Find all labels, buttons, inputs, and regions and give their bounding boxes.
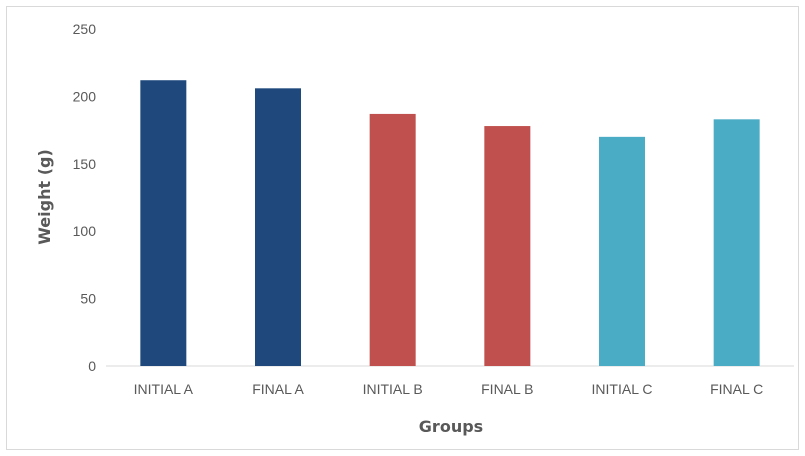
x-tick-label: INITIAL B bbox=[363, 381, 423, 397]
bar bbox=[713, 119, 760, 366]
y-tick-label: 50 bbox=[80, 291, 96, 307]
y-axis-title: Weight (g) bbox=[35, 149, 54, 245]
bar bbox=[484, 126, 531, 366]
x-axis-title: Groups bbox=[419, 417, 483, 436]
y-tick-label: 150 bbox=[73, 156, 97, 172]
bar bbox=[369, 113, 416, 366]
y-tick-label: 200 bbox=[73, 88, 97, 104]
x-axis-ticks: INITIAL A FINAL A INITIAL B FINAL B INITIAL … bbox=[134, 381, 764, 397]
bar bbox=[140, 80, 187, 366]
y-tick-label: 0 bbox=[88, 358, 96, 374]
bar bbox=[599, 136, 645, 366]
x-tick-label: INITIAL A bbox=[134, 381, 194, 397]
y-tick-label: 100 bbox=[73, 223, 97, 239]
bars bbox=[140, 80, 760, 366]
bar bbox=[255, 88, 301, 366]
x-tick-label: FINAL C bbox=[710, 381, 763, 397]
x-tick-label: FINAL A bbox=[252, 381, 304, 397]
y-axis-ticks: 0 50 100 150 200 250 bbox=[73, 21, 97, 374]
x-tick-label: INITIAL C bbox=[592, 381, 653, 397]
x-tick-label: FINAL B bbox=[481, 381, 533, 397]
y-tick-label: 250 bbox=[73, 21, 97, 37]
